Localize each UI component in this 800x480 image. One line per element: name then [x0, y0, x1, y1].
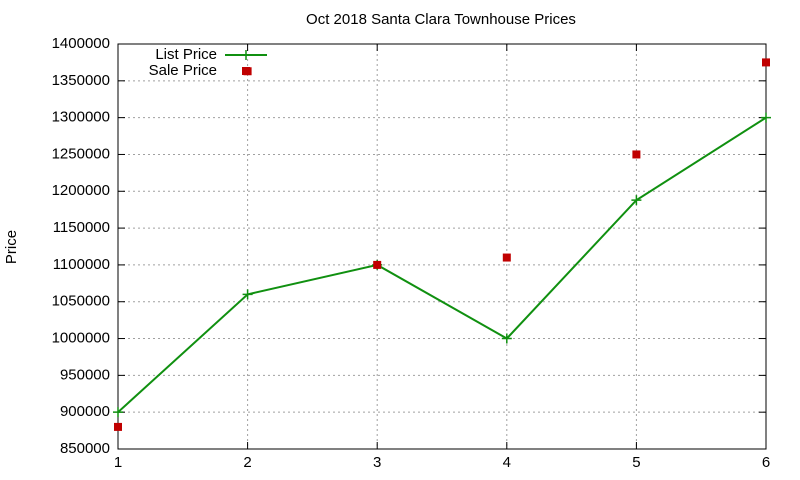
- x-tick-label: 6: [762, 454, 770, 471]
- point-marker: [114, 422, 122, 431]
- legend-marker: [242, 67, 250, 75]
- legend-label: Sale Price: [149, 62, 217, 79]
- point-marker: [632, 150, 641, 159]
- plot-border: [117, 43, 767, 450]
- chart-title: Oct 2018 Santa Clara Townhouse Prices: [306, 11, 576, 28]
- point-marker: [501, 333, 512, 344]
- y-axis-label: Price: [3, 230, 20, 264]
- y-tick-label: 1100000: [53, 256, 110, 273]
- y-tick-label: 1300000: [52, 109, 110, 126]
- point-marker: [373, 260, 382, 269]
- legend-label: List Price: [155, 46, 217, 63]
- legend-marker: [241, 50, 251, 60]
- y-tick-label: 900000: [60, 403, 110, 420]
- x-tick-label: 4: [503, 454, 511, 471]
- point-marker: [631, 195, 642, 206]
- y-tick-label: 1150000: [53, 219, 110, 236]
- y-tick-label: 1050000: [52, 293, 110, 310]
- series-line: [117, 116, 767, 413]
- point-marker: [762, 58, 770, 67]
- y-tick-label: 1250000: [52, 145, 110, 162]
- y-tick-label: 850000: [60, 440, 110, 457]
- point-marker: [502, 253, 511, 262]
- x-tick-label: 5: [632, 454, 640, 471]
- point-marker: [242, 289, 253, 300]
- point-marker: [761, 112, 771, 123]
- x-tick-label: 3: [373, 454, 381, 471]
- y-tick-label: 1350000: [52, 72, 110, 89]
- y-tick-label: 1400000: [52, 35, 110, 52]
- y-tick-label: 1000000: [52, 330, 110, 347]
- point-marker: [113, 407, 123, 418]
- y-tick-label: 1200000: [52, 182, 110, 199]
- y-tick-label: 950000: [60, 366, 110, 383]
- x-tick-label: 1: [114, 454, 122, 471]
- x-tick-label: 2: [243, 454, 251, 471]
